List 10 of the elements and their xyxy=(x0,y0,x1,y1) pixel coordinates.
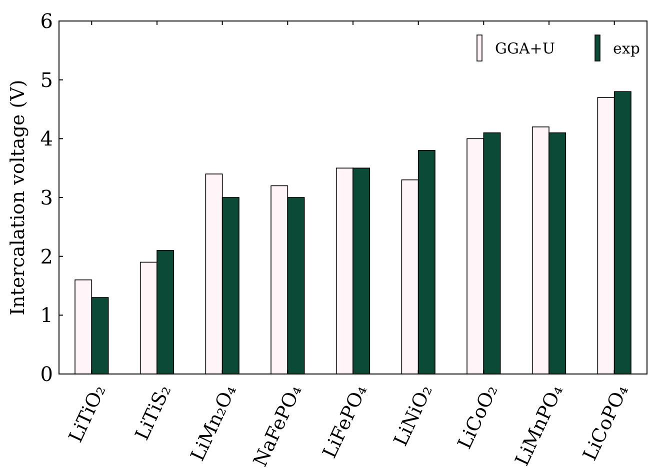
y-tick-label: 3 xyxy=(40,186,53,210)
y-tick-label: 2 xyxy=(40,244,53,268)
y-tick-label: 6 xyxy=(40,9,53,33)
y-tick-label: 1 xyxy=(40,303,53,328)
y-tick-label: 0 xyxy=(40,362,53,386)
y-tick-label: 5 xyxy=(40,68,53,92)
y-tick-label: 4 xyxy=(40,126,53,151)
legend-label: GGA+U xyxy=(495,39,556,58)
y-axis-title: Intercalation voltage (V) xyxy=(7,80,29,316)
legend-label: exp xyxy=(613,39,640,58)
